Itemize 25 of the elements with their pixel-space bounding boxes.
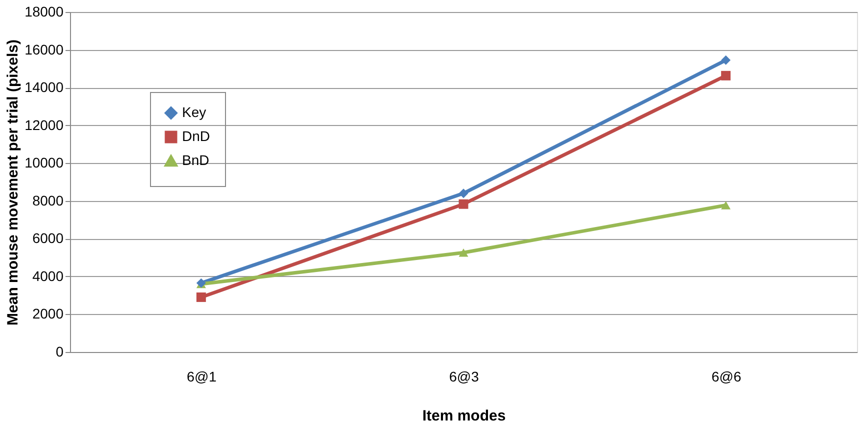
- y-tick-label: 12000: [24, 116, 64, 133]
- y-tick-label: 18000: [24, 4, 64, 20]
- point: [196, 292, 206, 302]
- y-tick-label: 2000: [32, 306, 64, 322]
- y-tick-label: 10000: [24, 154, 64, 171]
- y-axis-title: Mean mouse movement per trial (pixels): [4, 40, 22, 326]
- y-tick-label: 8000: [32, 192, 64, 208]
- x-tick-label: 6@1: [186, 368, 217, 384]
- point: [721, 55, 731, 65]
- y-tick-label: 14000: [24, 79, 64, 96]
- point: [721, 201, 731, 210]
- legend-label: BnD: [182, 152, 210, 168]
- y-tick-label: 0: [56, 344, 64, 360]
- y-tick-label: 6000: [32, 230, 64, 246]
- point: [458, 199, 468, 209]
- y-tick-label: 4000: [32, 268, 64, 284]
- legend-label: Key: [182, 104, 206, 120]
- y-tick-label: 16000: [24, 41, 64, 58]
- x-tick-label: 6@3: [449, 368, 480, 384]
- x-tick-label: 6@6: [711, 368, 742, 384]
- x-axis-title: Item modes: [422, 408, 506, 424]
- point: [458, 188, 468, 198]
- point: [458, 248, 468, 257]
- legend-label: DnD: [182, 128, 210, 144]
- point: [721, 70, 731, 80]
